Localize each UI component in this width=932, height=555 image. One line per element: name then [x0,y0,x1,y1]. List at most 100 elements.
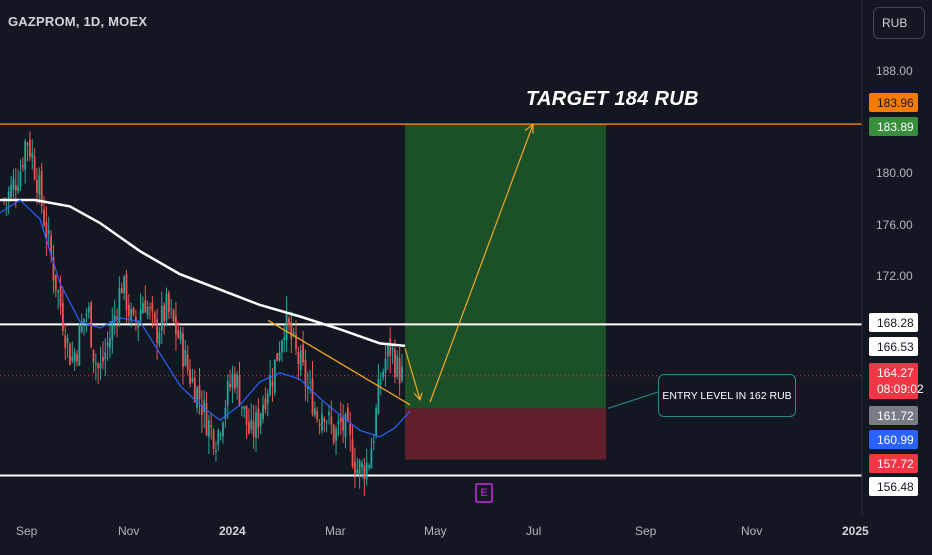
candle-body [401,366,403,381]
price-axis-tick: 188.00 [876,64,913,78]
earnings-marker[interactable]: E [475,483,493,503]
candle-body [391,347,394,351]
slow-moving-average-line [0,198,406,348]
candle-body [290,322,293,340]
candle-body [165,293,168,321]
target-arrow-line [429,124,534,403]
candle-body [172,310,175,322]
candle-body [271,381,274,387]
candle-body [353,462,356,474]
time-axis-tick: Nov [741,524,763,538]
candle-body [285,311,288,340]
candle-body [318,424,321,426]
candle-body [252,421,255,437]
candle-body [137,321,140,328]
candle-body [191,377,194,382]
price-tag-value: 156.48 [877,479,914,494]
candle-body [233,373,236,390]
candle-body [71,356,74,361]
candle-body [69,343,71,365]
candle-body [189,369,191,384]
candle-body [384,358,387,373]
candle-body [92,349,95,363]
candle-body [276,353,279,361]
candle-body [358,461,361,475]
price-tag: 157.72 [869,454,918,473]
candle-body [160,305,163,332]
target-arrowhead [524,123,534,134]
candle-body [61,302,64,331]
candle-body [394,349,396,378]
candle-body [149,306,151,309]
candle-body [278,352,281,361]
candle-body [94,362,97,365]
candle-body [210,424,213,427]
price-tag-value: 157.72 [877,456,914,471]
candle-body [144,300,147,313]
target-annotation[interactable]: TARGET 184 RUB [526,88,699,110]
time-axis-tick: Mar [325,524,346,538]
pullback-arrow-line [404,348,421,400]
price-tag-value: 164.27 [877,366,914,380]
candle-body [255,412,257,438]
price-tag: 160.99 [869,430,918,449]
candle-body [299,350,302,371]
candle-body [212,430,215,450]
candle-body [78,326,81,366]
time-axis-tick: May [424,524,447,538]
candle-body [323,418,326,422]
candle-body [245,405,248,425]
candle-body [316,411,319,420]
candle-body [50,236,53,256]
callout-connector [607,391,659,409]
candle-body [229,383,231,387]
candle-body [186,354,189,370]
candle-body [243,406,246,409]
price-tag-value: 183.96 [877,95,914,110]
candle-body [158,332,161,345]
candle-body [248,422,250,434]
candle-body [99,363,102,369]
candle-body [17,186,20,192]
candle-body [177,329,180,338]
price-tag: 164.27 08:09:02 [869,363,924,399]
candle-body [142,303,144,314]
candle-body [222,422,224,437]
candle-body [193,377,196,403]
candle-body [151,302,154,312]
candle-body [184,349,187,366]
candle-body [45,221,48,239]
price-tag: 156.48 [869,477,918,496]
candle-body [125,274,128,310]
candle-body [342,417,345,431]
candle-body [250,419,253,430]
fast-moving-average-line [0,199,411,438]
candle-body [379,382,382,384]
candle-body [7,191,10,201]
candle-body [118,288,121,324]
candle-body [309,382,312,384]
price-tag-value: 168.28 [877,315,914,330]
candle-body [224,408,227,419]
candle-body [21,165,24,168]
candle-body [47,230,50,234]
candle-body [87,307,90,313]
candle-body [396,355,399,377]
candle-body [377,378,380,414]
time-axis-tick: 2024 [219,524,246,538]
time-axis-tick: Sep [635,524,657,538]
candle-body [83,318,85,323]
candle-body [321,413,323,431]
candle-body [80,320,83,332]
price-axis-tick: 176.00 [876,217,913,232]
candle-body [198,385,201,399]
price-tag: 166.53 [869,337,918,356]
currency-button[interactable]: RUB [873,7,925,39]
candle-body [328,412,330,416]
candle-body [179,331,182,340]
candle-body [43,209,45,226]
candle-body [134,316,137,322]
candle-body [139,309,142,321]
entry-level-callout[interactable]: ENTRY LEVEL IN 162 RUB [658,374,796,417]
